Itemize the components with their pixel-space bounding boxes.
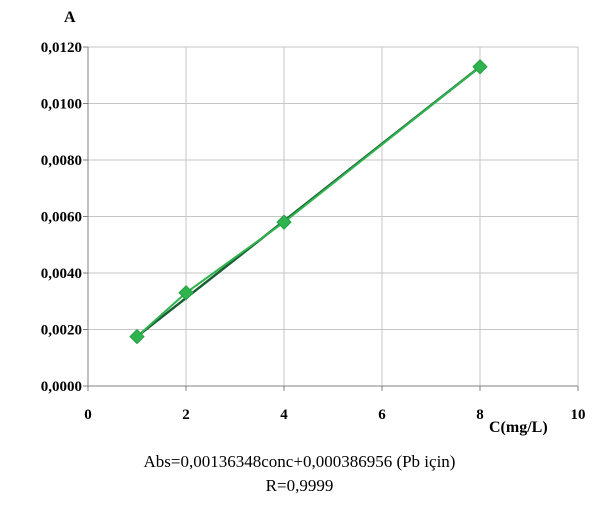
- grid: [88, 46, 579, 386]
- data-point: [129, 328, 145, 345]
- x-tick-label: 8: [476, 407, 484, 423]
- x-tick-label: 10: [571, 407, 586, 423]
- chart: 0,0000 0,0020 0,0040 0,0060 0,0080 0,0100 0,01…: [41, 9, 586, 436]
- y-tick-label: 0,0120: [41, 40, 82, 56]
- y-tick-label: 0,0020: [41, 323, 82, 339]
- y-tick-label: 0,0080: [41, 153, 82, 169]
- data-point: [276, 214, 292, 230]
- x-tick-label: 0: [84, 407, 92, 423]
- regression-equation: Abs=0,00136348conc+0,000386956 (Pb için): [143, 452, 456, 471]
- x-tick-label: 6: [378, 407, 386, 423]
- x-tick-labels: 0 2 4 6 8 10: [84, 407, 585, 423]
- y-tick-label: 0,0100: [41, 97, 82, 113]
- data-point: [472, 59, 488, 75]
- x-axis-label: C(mg/L): [489, 419, 548, 436]
- y-tick-label: 0,0060: [41, 210, 82, 226]
- data-point: [178, 285, 194, 301]
- x-tick-label: 4: [280, 407, 288, 423]
- correlation-coefficient: R=0,9999: [265, 476, 334, 495]
- axes: [83, 46, 579, 391]
- series-line: [136, 66, 481, 338]
- y-tick-label: 0,0000: [41, 379, 82, 395]
- y-tick-label: 0,0040: [41, 266, 82, 282]
- y-tick-labels: 0,0000 0,0020 0,0040 0,0060 0,0080 0,0100 0,01…: [41, 40, 82, 395]
- series-group: [129, 59, 488, 345]
- y-axis-label: A: [64, 9, 76, 26]
- x-tick-label: 2: [182, 407, 190, 423]
